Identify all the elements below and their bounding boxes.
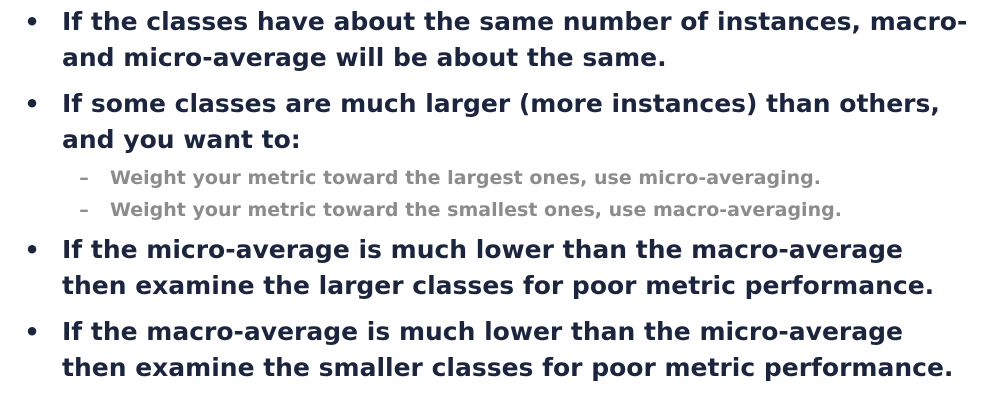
bullet-list: • If the classes have about the same num…: [0, 4, 990, 396]
sub-bullet-text: Weight your metric toward the largest on…: [110, 167, 821, 189]
bullet-marker: •: [24, 236, 40, 264]
bullet-text: If the macro-average is much lower than …: [62, 317, 954, 382]
bullet-text: If the classes have about the same numbe…: [62, 7, 968, 72]
sub-bullet-list: – Weight your metric toward the largest …: [62, 162, 970, 226]
bullet-text: If some classes are much larger (more in…: [62, 89, 940, 154]
bullet-item: • If the macro-average is much lower tha…: [0, 314, 990, 386]
bullet-item: • If the classes have about the same num…: [0, 4, 990, 76]
bullet-text: If the micro-average is much lower than …: [62, 235, 935, 300]
bullet-item: • If some classes are much larger (more …: [0, 86, 990, 226]
bullet-marker: •: [24, 90, 40, 118]
bullet-marker: •: [24, 8, 40, 36]
sub-bullet-marker: –: [79, 167, 89, 189]
sub-bullet-text: Weight your metric toward the smallest o…: [110, 199, 842, 221]
bullet-item: • If the micro-average is much lower tha…: [0, 232, 990, 304]
sub-bullet-item: – Weight your metric toward the largest …: [62, 162, 970, 194]
sub-bullet-item: – Weight your metric toward the smallest…: [62, 194, 970, 226]
bullet-marker: •: [24, 318, 40, 346]
sub-bullet-marker: –: [79, 199, 89, 221]
